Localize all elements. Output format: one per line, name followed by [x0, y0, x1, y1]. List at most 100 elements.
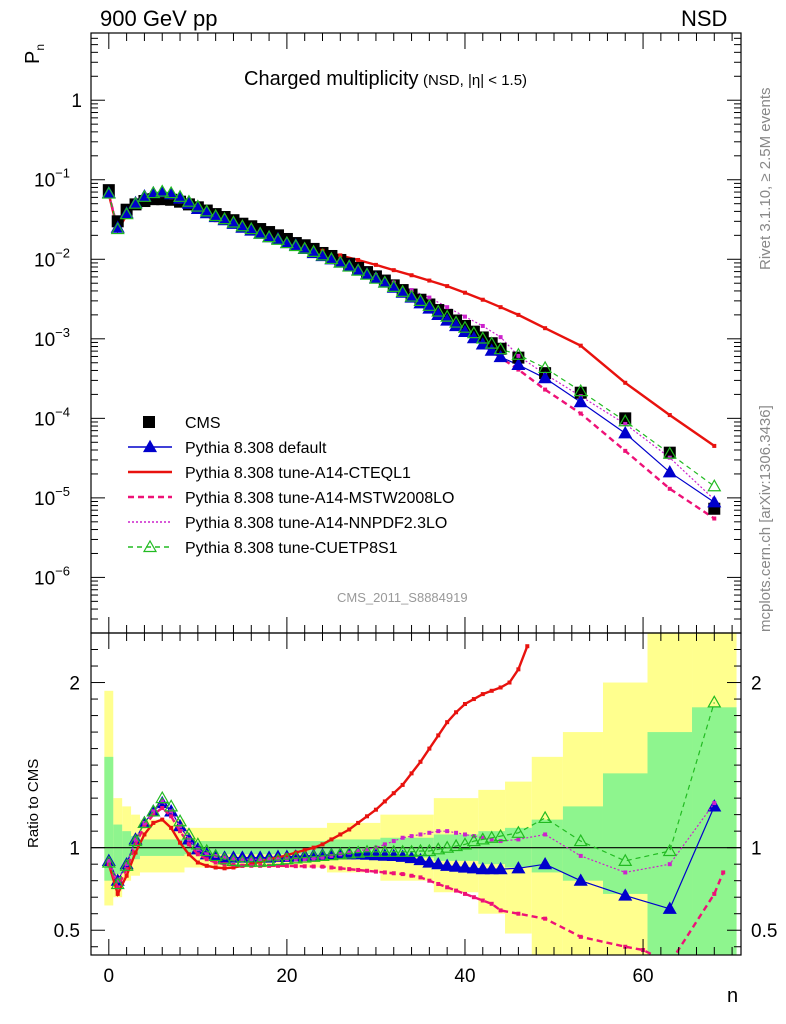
main-point	[431, 304, 446, 317]
ratio-point	[395, 844, 410, 857]
main-point	[359, 267, 375, 280]
ratio-point	[324, 847, 339, 861]
ratio-point	[279, 852, 294, 865]
ratio-point	[623, 944, 628, 949]
ratio-point	[454, 830, 459, 835]
main-point	[373, 262, 378, 267]
main-point	[422, 298, 437, 311]
ratio-point	[164, 799, 179, 812]
ratio-point	[484, 830, 499, 843]
ratio-point	[142, 832, 147, 837]
ratio-point	[249, 857, 254, 862]
main-point	[413, 293, 428, 306]
ratio-point	[440, 858, 455, 871]
main-point	[315, 248, 330, 261]
y-tick-label: 10−3	[34, 325, 70, 351]
ratio-point	[119, 858, 134, 871]
main-point	[395, 284, 410, 297]
ratio-point	[275, 863, 280, 868]
y-tick-label: 10−2	[34, 245, 70, 271]
ratio-point	[484, 861, 499, 875]
ratio-point	[400, 782, 405, 787]
ratio-point	[427, 830, 432, 835]
ratio-point	[208, 848, 223, 862]
ratio-point	[244, 854, 259, 867]
ratio-point	[391, 839, 396, 844]
ratio-point	[338, 866, 343, 871]
ratio-point	[409, 873, 414, 878]
main-point	[128, 196, 143, 209]
main-point	[494, 342, 507, 355]
ratio-point	[573, 873, 588, 886]
ratio-point	[511, 825, 526, 838]
ratio-point	[449, 838, 464, 852]
legend-label: Pythia 8.308 tune-A14-NNPDF2.3LO	[185, 515, 447, 532]
main-point	[164, 185, 179, 199]
ratio-point	[466, 833, 481, 847]
ratio-y-tick-label-right: 1	[751, 839, 762, 860]
ratio-point	[573, 833, 588, 847]
ratio-point	[302, 848, 307, 853]
main-point	[449, 318, 464, 332]
ratio-point	[115, 885, 120, 890]
ratio-point	[151, 809, 156, 814]
analysis-id: CMS_2011_S8884919	[337, 590, 468, 605]
main-point	[445, 284, 450, 289]
main-point	[351, 263, 366, 276]
ratio-point	[222, 855, 227, 860]
ratio-point	[124, 873, 129, 878]
plot-title-main: Charged multiplicity	[244, 68, 419, 90]
ratio-point	[391, 791, 396, 796]
ratio-point	[178, 829, 183, 834]
ratio-point	[373, 869, 378, 874]
ratio-point	[240, 857, 245, 862]
ratio-y-tick-label-right: 2	[751, 674, 762, 695]
main-point	[368, 271, 383, 284]
ratio-point	[311, 845, 316, 850]
main-point	[342, 259, 357, 272]
ratio-point	[347, 827, 352, 832]
ratio-point	[253, 854, 268, 867]
ratio-point	[404, 850, 419, 864]
main-point	[466, 325, 481, 339]
legend-label: Pythia 8.308 default	[185, 440, 327, 457]
ratio-point	[173, 814, 188, 827]
ratio-point	[516, 667, 521, 672]
ratio-point	[498, 685, 503, 690]
ratio-point	[222, 866, 227, 871]
ratio-point	[368, 847, 383, 861]
main-point	[217, 211, 232, 225]
main-point	[511, 347, 526, 360]
main-point	[190, 199, 205, 212]
ratio-point	[712, 891, 717, 896]
ratio-point	[329, 837, 334, 842]
main-point	[253, 226, 268, 239]
ratio-point	[347, 850, 352, 855]
ratio-point	[204, 852, 209, 857]
ratio-point	[169, 825, 174, 830]
uncertainty-band-inner-bin	[647, 732, 693, 955]
ratio-point	[480, 835, 485, 840]
main-point	[618, 426, 633, 439]
main-point	[356, 257, 361, 262]
ratio-point	[454, 888, 459, 893]
ratio-point	[151, 820, 156, 825]
ratio-point	[181, 827, 196, 840]
ratio-point	[213, 865, 218, 870]
main-point	[498, 305, 503, 310]
main-point	[480, 323, 485, 328]
ratio-point	[445, 720, 450, 725]
main-point	[667, 413, 672, 418]
main-point	[297, 241, 312, 254]
main-point	[667, 486, 672, 491]
ratio-point	[356, 867, 361, 872]
main-point	[440, 313, 455, 326]
ratio-point	[186, 842, 191, 847]
ratio-point	[431, 856, 446, 870]
main-point	[235, 219, 250, 232]
main-series-line	[107, 193, 715, 447]
main-point	[181, 196, 196, 209]
ratio-point	[101, 855, 116, 868]
ratio-point	[351, 845, 366, 858]
ratio-point	[311, 856, 316, 861]
